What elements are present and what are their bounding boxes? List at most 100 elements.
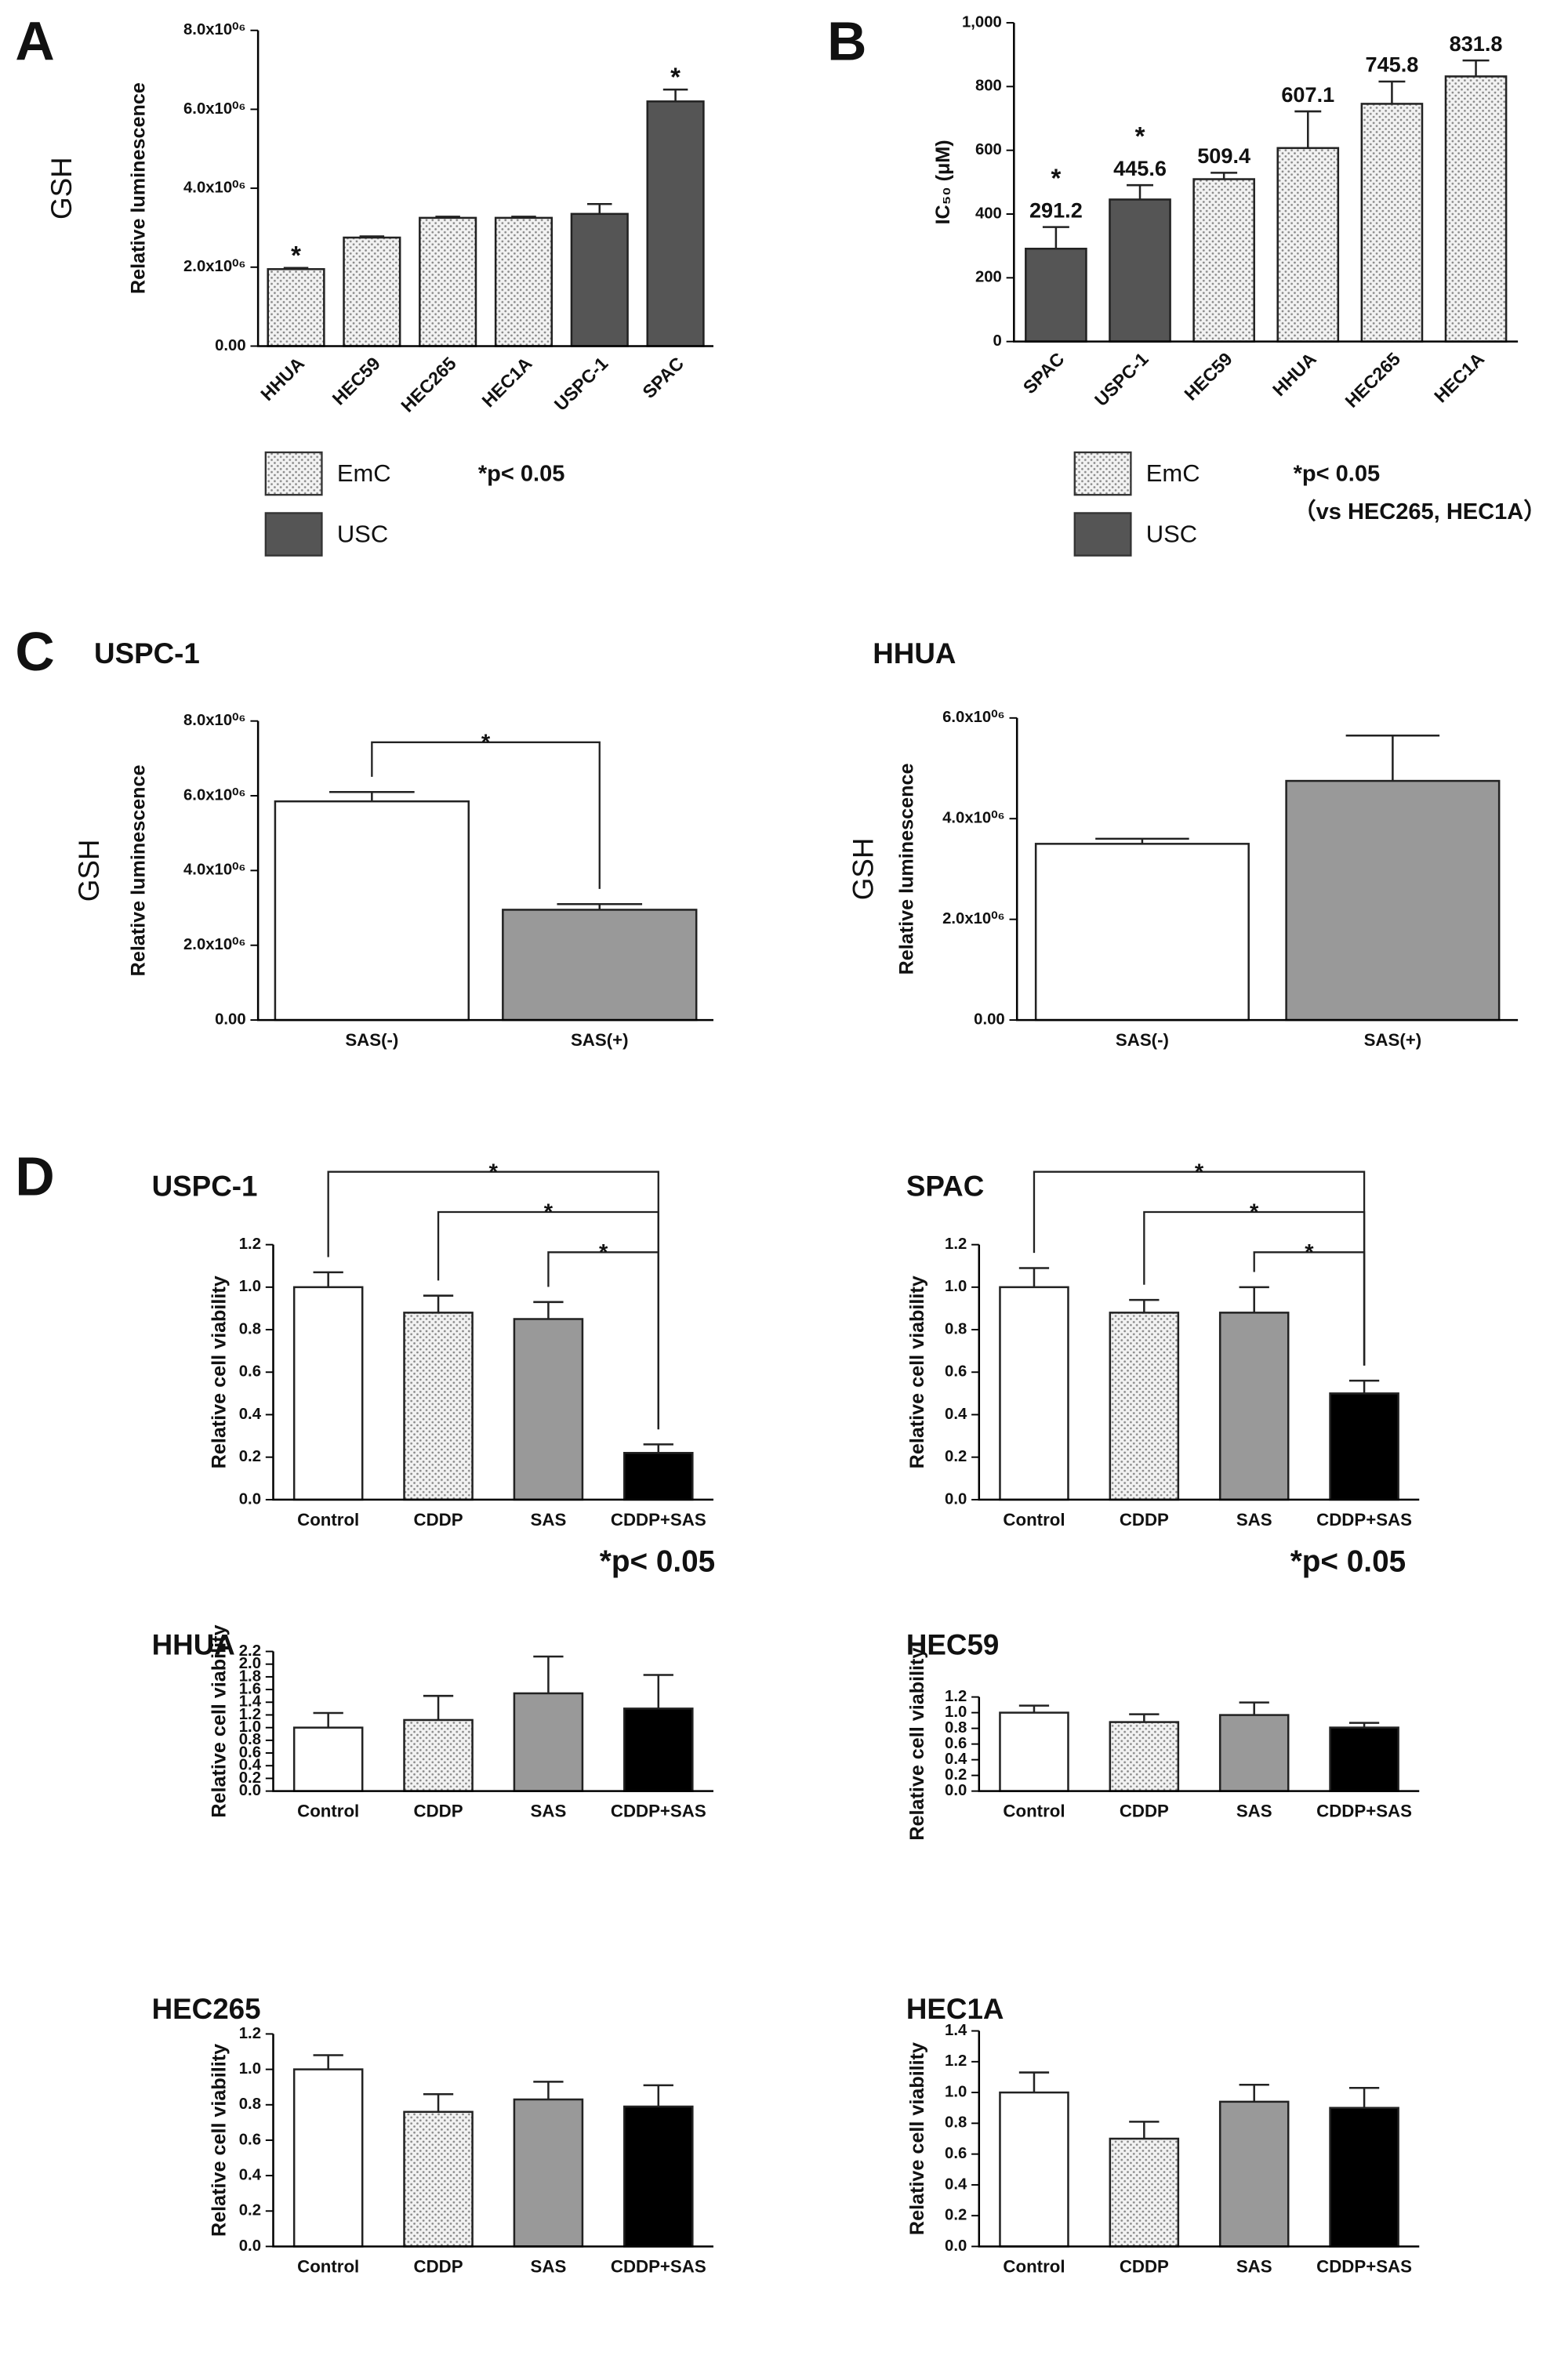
x-tick-label: CDDP	[414, 1510, 463, 1530]
error-bar	[1018, 2071, 1050, 2093]
x-tick-label: SAS	[531, 1510, 567, 1530]
significance-star: *	[599, 1240, 608, 1265]
bar	[1218, 1714, 1290, 1792]
y-tick-label: 0.6	[239, 2131, 261, 2148]
chart-title: HHUA	[873, 637, 956, 670]
bar	[1109, 198, 1171, 343]
bar	[292, 1286, 364, 1501]
y-tick-label: 0.6	[239, 1363, 261, 1381]
y-tick-label: 1.0	[239, 1278, 261, 1295]
error-bar	[643, 1674, 673, 1709]
y-tick-label: 2.0x10⁰⁶	[183, 258, 246, 275]
y-tick-label: 0.8	[239, 2096, 261, 2113]
y-tick-label: 0.2	[239, 2202, 261, 2219]
y-tick-label: 0.2	[945, 2207, 967, 2224]
bar	[1285, 779, 1501, 1022]
y-tick-label: 6.0x10⁰⁶	[183, 100, 246, 118]
value-label: 445.6	[1113, 156, 1167, 180]
x-tick-label: Control	[1003, 1510, 1065, 1530]
value-label: 291.2	[1029, 198, 1083, 222]
y-tick-label: 0.00	[215, 1011, 246, 1028]
error-bar	[313, 1271, 343, 1287]
bar	[513, 2098, 584, 2248]
error-bar	[533, 1301, 564, 1319]
y-tick-label: 400	[975, 205, 1002, 222]
x-tick-label: SAS(-)	[345, 1030, 398, 1050]
error-bar	[533, 2081, 564, 2099]
y-group-label: GSH	[45, 157, 78, 220]
significance-bracket	[1253, 1251, 1366, 1366]
axis	[978, 1697, 1420, 1792]
y-tick-label: 1.2	[945, 1688, 967, 1705]
significance-star: *	[481, 730, 491, 755]
x-tick-label: USPC-1	[1091, 348, 1152, 410]
x-tick-label: HEC265	[397, 353, 460, 416]
legend-label: EmC	[337, 459, 391, 487]
bar	[1034, 843, 1250, 1022]
y-tick-label: 1.2	[239, 2025, 261, 2042]
chart-title: HEC59	[906, 1628, 1000, 1660]
bar	[494, 216, 554, 347]
x-tick-label: HEC265	[1341, 348, 1405, 412]
bar	[623, 1452, 694, 1501]
error-bar	[662, 88, 688, 102]
significance-star: *	[489, 1159, 499, 1185]
y-tick-label: 1.2	[945, 1236, 967, 1253]
bar	[1109, 1721, 1180, 1792]
axis	[978, 1244, 1420, 1501]
bar	[1276, 147, 1340, 343]
significance-star: *	[1051, 163, 1061, 192]
y-tick-label: 0.4	[239, 1757, 262, 1774]
y-axis-label: IC₅₀ (μM)	[932, 140, 954, 224]
significance-bracket	[371, 741, 601, 889]
significance-bracket	[547, 1251, 659, 1430]
y-tick-label: 1.0	[239, 2060, 261, 2078]
error-bar	[1129, 1713, 1160, 1722]
x-tick-label: Control	[297, 2256, 359, 2276]
y-group-label: GSH	[847, 838, 879, 901]
error-bar	[1239, 2084, 1269, 2102]
error-bar	[359, 235, 385, 238]
bar	[1329, 2107, 1399, 2248]
x-tick-label: CDDP+SAS	[1316, 1802, 1412, 1821]
error-bar	[1462, 59, 1490, 77]
y-tick-label: 0.2	[239, 1448, 261, 1465]
x-tick-label: CDDP+SAS	[1316, 2256, 1412, 2276]
value-label: 831.8	[1450, 31, 1503, 56]
value-label: 745.8	[1366, 53, 1419, 77]
y-tick-label: 2.2	[239, 1642, 261, 1660]
x-tick-label: SAS(+)	[571, 1030, 629, 1050]
footnote: （vs HEC265, HEC1A）	[1294, 499, 1547, 524]
chart-title: HHUA	[152, 1628, 235, 1660]
error-bar	[533, 1655, 564, 1693]
bar	[403, 1312, 474, 1501]
x-tick-label: HEC1A	[478, 353, 536, 411]
y-tick-label: 0.4	[945, 1406, 967, 1423]
y-tick-label: 1.6	[239, 1680, 261, 1697]
bar	[999, 2091, 1069, 2248]
y-tick-label: 0.4	[945, 1751, 967, 1768]
bar	[1360, 103, 1424, 343]
y-tick-label: 0.0	[239, 2237, 261, 2255]
y-tick-label: 4.0x10⁰⁶	[942, 810, 1005, 827]
error-bar	[313, 2054, 343, 2070]
x-tick-label: HHUA	[1269, 348, 1320, 400]
chart-title: HEC1A	[906, 1993, 1004, 2025]
significance-star: *	[1305, 1240, 1314, 1265]
chart-title: SPAC	[906, 1170, 984, 1203]
panel-letter: B	[827, 11, 866, 72]
axis	[256, 720, 713, 1022]
significance-bracket	[327, 1170, 659, 1430]
error-bar	[557, 903, 643, 910]
legend-label: USC	[1146, 521, 1197, 548]
y-tick-label: 1.2	[945, 2052, 967, 2070]
axis	[978, 2030, 1420, 2248]
footnote: *p< 0.05	[600, 1544, 715, 1578]
x-tick-label: SAS	[531, 2256, 567, 2276]
footnote: *p< 0.05	[478, 462, 565, 487]
bar	[274, 800, 470, 1022]
legend-swatch	[1073, 512, 1132, 557]
x-tick-label: Control	[297, 1802, 359, 1821]
error-bar	[423, 1294, 454, 1313]
bar	[1218, 1312, 1290, 1501]
